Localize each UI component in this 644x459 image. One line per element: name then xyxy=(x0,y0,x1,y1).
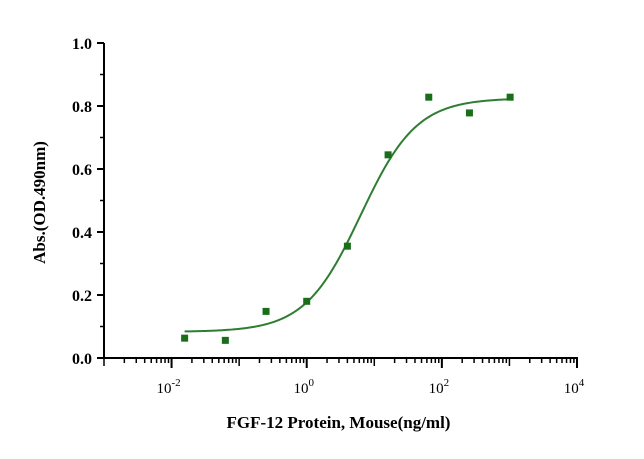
data-point xyxy=(465,109,473,117)
y-tick-label: 0.6 xyxy=(72,162,92,179)
y-tick-label: 1.0 xyxy=(72,36,92,53)
x-axis: 10-2 100 102 104 xyxy=(103,357,585,397)
data-point xyxy=(221,336,229,344)
y-axis: 0.0 0.2 0.4 0.6 0.8 1.0 xyxy=(72,36,105,368)
y-tick-label: 0.8 xyxy=(72,99,92,116)
x-axis-title: FGF-12 Protein, Mouse(ng/ml) xyxy=(227,413,451,432)
data-point xyxy=(262,307,270,315)
x-tick-label: 102 xyxy=(429,377,450,397)
x-tick-label: 10-2 xyxy=(156,377,180,397)
data-point xyxy=(343,242,351,250)
x-tick-label: 104 xyxy=(564,377,585,397)
y-tick-label: 0.4 xyxy=(72,225,92,242)
y-tick-label: 0.0 xyxy=(72,351,92,368)
data-point xyxy=(425,93,433,101)
fit-curve xyxy=(184,98,511,333)
data-point xyxy=(506,93,514,101)
y-tick-label: 0.2 xyxy=(72,288,92,305)
data-point xyxy=(303,297,311,305)
data-point xyxy=(181,334,189,342)
plot-area xyxy=(181,93,514,344)
y-axis-title: Abs.(OD.490nm) xyxy=(30,141,49,264)
data-point xyxy=(384,151,392,159)
x-tick-label: 100 xyxy=(293,377,314,397)
